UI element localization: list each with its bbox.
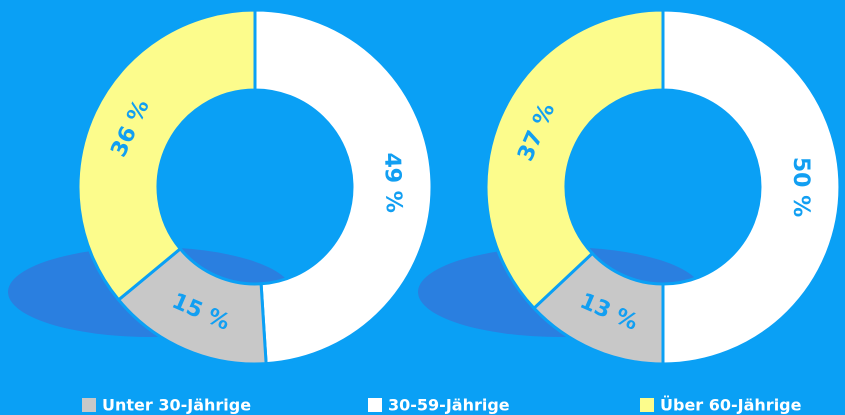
- legend-label: Über 60-Jährige: [660, 396, 802, 415]
- legend-label: Unter 30-Jährige: [102, 396, 251, 415]
- donut-segment: [661, 8, 842, 366]
- donut-segment: [76, 8, 257, 302]
- legend-swatch: [640, 398, 654, 412]
- value-label: 50 %: [788, 157, 813, 217]
- donut-segment: [253, 8, 434, 366]
- legend-swatch: [368, 398, 382, 412]
- legend-label: 30-59-Jährige: [388, 396, 510, 415]
- donut-segment: [484, 8, 665, 311]
- legend-swatch: [82, 398, 96, 412]
- value-label: 49 %: [379, 152, 406, 213]
